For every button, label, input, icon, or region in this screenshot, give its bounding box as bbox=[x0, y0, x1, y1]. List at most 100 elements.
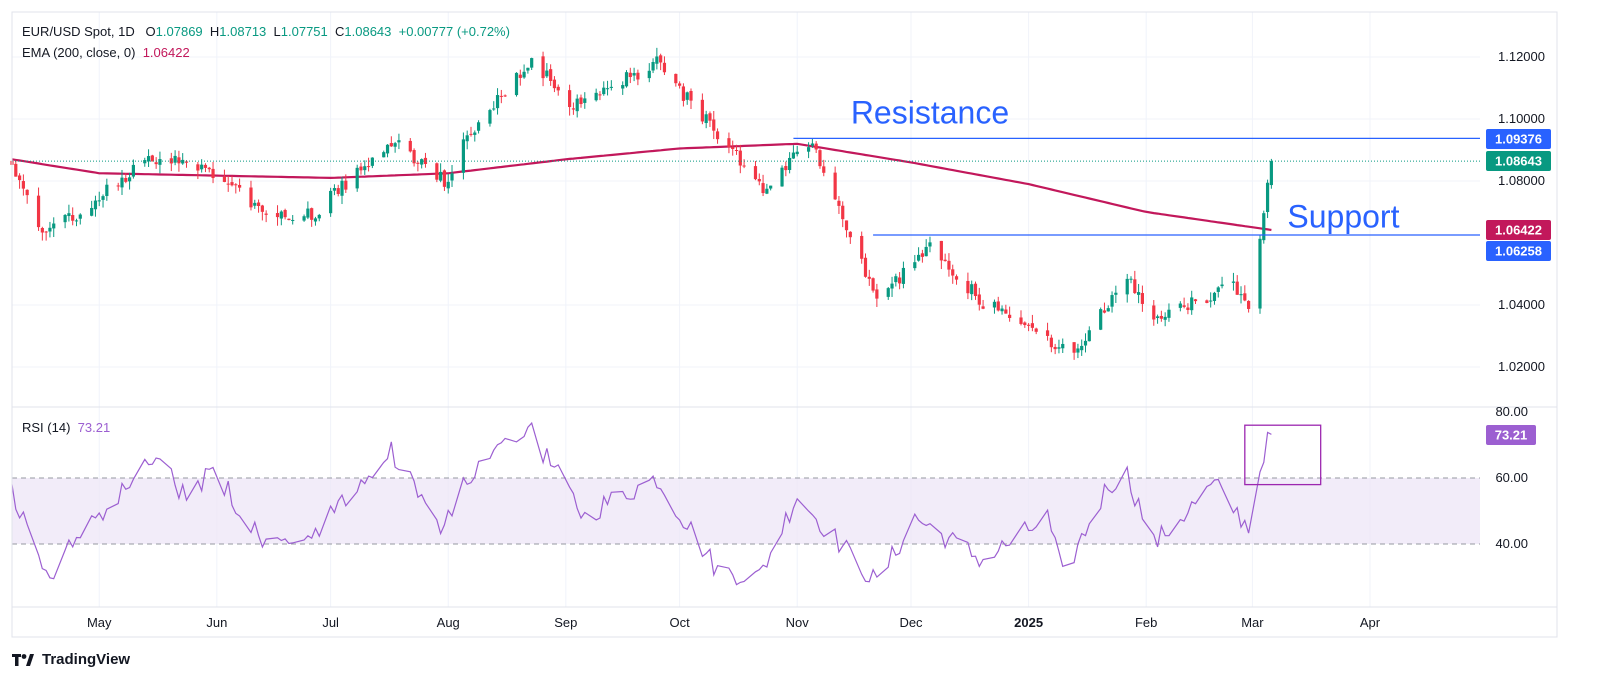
candle-body-197 bbox=[1053, 346, 1057, 350]
candle-body-14 bbox=[78, 214, 82, 219]
price-tick-label: 1.12000 bbox=[1498, 49, 1545, 64]
candle-body-63 bbox=[340, 180, 344, 196]
candle-body-49 bbox=[264, 213, 268, 215]
candle-body-221 bbox=[1182, 305, 1186, 307]
candle-body-187 bbox=[1000, 308, 1004, 312]
candle-body-61 bbox=[332, 188, 337, 191]
candle-body-198 bbox=[1057, 347, 1061, 349]
candle-body-185 bbox=[992, 301, 997, 308]
candle-body-101 bbox=[545, 70, 549, 77]
candle-body-92 bbox=[495, 95, 500, 109]
candle-body-129 bbox=[689, 90, 693, 101]
candle-body-56 bbox=[306, 208, 310, 218]
time-tick-label: Sep bbox=[554, 615, 577, 630]
candle-body-48 bbox=[260, 205, 264, 212]
candle-body-167 bbox=[894, 276, 898, 283]
candle-body-169 bbox=[901, 267, 906, 284]
candle-body-47 bbox=[256, 202, 261, 206]
tradingview-brand[interactable]: TradingView bbox=[12, 651, 130, 668]
price-label-1-09376: 1.09376 bbox=[1495, 132, 1542, 147]
rsi-line bbox=[11, 421, 1322, 586]
high-value: 1.08713 bbox=[219, 24, 267, 39]
candle-body-226 bbox=[1209, 300, 1213, 302]
rsi-tick-label: 60.00 bbox=[1495, 470, 1528, 485]
candle-body-137 bbox=[734, 150, 739, 152]
candle-body-202 bbox=[1080, 345, 1084, 351]
ema-value: 1.06422 bbox=[142, 45, 190, 60]
candle-body-193 bbox=[1030, 323, 1034, 328]
candle-body-145 bbox=[780, 167, 784, 187]
candle-body-136 bbox=[731, 147, 735, 150]
candle-body-35 bbox=[196, 164, 200, 171]
candle-body-155 bbox=[833, 172, 837, 200]
candle-body-132 bbox=[708, 113, 712, 121]
candle-body-135 bbox=[727, 138, 731, 147]
price-label-1-09376-bg bbox=[1486, 129, 1551, 149]
candle-body-110 bbox=[594, 92, 598, 101]
candle-body-139 bbox=[742, 165, 746, 167]
candle-body-7 bbox=[44, 231, 48, 233]
candle-body-36 bbox=[200, 164, 204, 170]
candle-body-102 bbox=[549, 69, 553, 81]
candle-body-232 bbox=[1239, 294, 1243, 296]
candle-body-33 bbox=[181, 159, 185, 164]
candle-body-131 bbox=[704, 114, 708, 124]
candle-body-199 bbox=[1061, 343, 1065, 349]
candle-body-53 bbox=[287, 218, 291, 221]
candle-body-57 bbox=[310, 208, 314, 220]
candle-body-16 bbox=[93, 200, 98, 210]
time-tick-label: Feb bbox=[1135, 615, 1157, 630]
candle-body-214 bbox=[1140, 293, 1144, 304]
candle-body-40 bbox=[222, 176, 227, 182]
candle-body-133 bbox=[712, 119, 716, 131]
candle-body-123 bbox=[659, 55, 663, 63]
resistance-annotation: Resistance bbox=[851, 95, 1009, 131]
candle-body-154 bbox=[822, 166, 826, 173]
candle-body-151 bbox=[810, 143, 814, 146]
candle-body-22 bbox=[124, 177, 128, 182]
candle-body-8 bbox=[48, 227, 52, 232]
candle-body-228 bbox=[1216, 287, 1220, 292]
rsi-14-line bbox=[11, 421, 1272, 586]
candle-body-175 bbox=[939, 240, 943, 261]
candle-body-21 bbox=[120, 177, 124, 188]
candle-body-52 bbox=[283, 210, 287, 218]
chart-border bbox=[11, 11, 1558, 638]
candle-body-128 bbox=[685, 92, 689, 100]
candle-body-176 bbox=[943, 259, 947, 262]
candle-body-1 bbox=[14, 163, 18, 177]
change-value: +0.00777 (+0.72%) bbox=[398, 24, 510, 39]
candlestick-series bbox=[10, 47, 1273, 360]
candle-body-184 bbox=[981, 306, 985, 309]
candle-body-81 bbox=[439, 171, 443, 181]
candle-body-180 bbox=[966, 280, 970, 294]
candle-body-87 bbox=[469, 133, 473, 135]
candle-body-105 bbox=[568, 90, 572, 108]
candle-body-60 bbox=[329, 190, 333, 214]
candle-body-150 bbox=[806, 147, 811, 152]
time-tick-label: Jul bbox=[322, 615, 339, 630]
candle-body-112 bbox=[602, 87, 606, 95]
candle-body-130 bbox=[700, 99, 704, 122]
candle-body-86 bbox=[465, 135, 469, 142]
candle-body-224 bbox=[1193, 299, 1198, 302]
time-tick-label: 2025 bbox=[1014, 615, 1043, 630]
price-label-1-06422-bg bbox=[1486, 220, 1551, 240]
candle-body-142 bbox=[761, 183, 765, 194]
candle-body-223 bbox=[1190, 297, 1194, 311]
candle-body-117 bbox=[628, 72, 632, 78]
candle-body-19 bbox=[105, 184, 109, 197]
candle-body-94 bbox=[503, 95, 507, 97]
candle-body-70 bbox=[382, 152, 386, 158]
candle-body-205 bbox=[1099, 309, 1103, 330]
candle-body-46 bbox=[253, 202, 257, 206]
tradingview-logo-icon bbox=[12, 653, 34, 666]
candle-body-127 bbox=[681, 86, 686, 101]
close-label: C bbox=[335, 24, 345, 39]
candle-body-164 bbox=[875, 289, 879, 299]
candle-body-104 bbox=[556, 86, 560, 91]
candle-body-192 bbox=[1026, 324, 1031, 326]
candle-body-121 bbox=[651, 61, 655, 71]
symbol-name: EUR/USD Spot, 1D bbox=[22, 24, 135, 39]
